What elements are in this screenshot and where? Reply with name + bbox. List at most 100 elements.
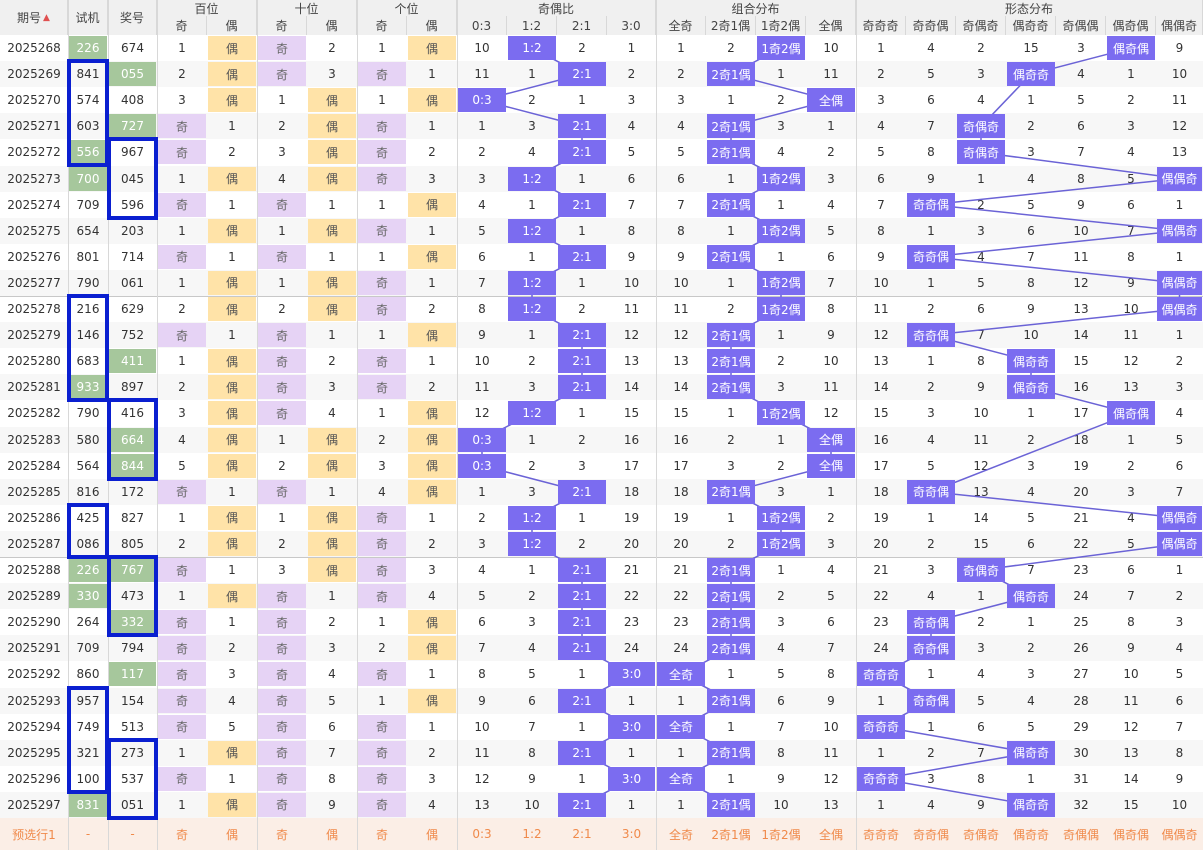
table-cell: 1 xyxy=(578,93,586,108)
table-cell: 1 xyxy=(578,510,586,525)
table-cell: 4 xyxy=(777,145,785,160)
column-separator xyxy=(856,0,857,850)
table-cell: 偶 xyxy=(408,427,456,452)
predict-cell: 3:0 xyxy=(607,818,656,850)
table-cell: 偶 xyxy=(408,192,456,217)
table-cell: 2 xyxy=(178,302,186,317)
table-cell: 2025284 xyxy=(7,458,61,473)
table-cell: 1 xyxy=(228,615,236,630)
table-cell: 1 xyxy=(777,563,785,578)
table-cell: 100 xyxy=(76,771,100,786)
table-cell: 1 xyxy=(528,249,536,264)
table-cell: 7 xyxy=(927,119,935,134)
table-cell: 2 xyxy=(528,354,536,369)
table-cell: 8 xyxy=(1127,249,1135,264)
table-cell: 767 xyxy=(109,558,156,583)
table-cell: 2 xyxy=(1027,432,1035,447)
table-cell: 844 xyxy=(109,453,156,478)
table-cell: 11 xyxy=(873,302,889,317)
table-cell: 1 xyxy=(827,484,835,499)
table-cell: 2奇1偶 xyxy=(707,114,755,139)
table-cell: 1 xyxy=(528,67,536,82)
table-cell: 偶偶奇 xyxy=(1157,297,1202,322)
table-cell: 5 xyxy=(777,667,785,682)
table-cell: 2 xyxy=(178,67,186,82)
table-cell: 奇 xyxy=(358,62,406,87)
table-cell: 226 xyxy=(69,36,107,61)
table-cell: 4 xyxy=(528,145,536,160)
table-cell: 7 xyxy=(328,745,336,760)
table-cell: 1 xyxy=(178,510,186,525)
table-cell: 偶 xyxy=(208,401,256,426)
table-cell: 22 xyxy=(673,589,689,604)
table-cell: 146 xyxy=(76,328,100,343)
table-cell: 5 xyxy=(478,223,486,238)
table-cell: 8 xyxy=(478,667,486,682)
table-cell: 2025295 xyxy=(7,745,61,760)
header-sub: 偶 xyxy=(207,16,257,35)
table-cell: 9 xyxy=(777,771,785,786)
table-cell: 1:2 xyxy=(508,166,556,191)
header-sub: 0:3 xyxy=(457,16,507,35)
table-cell: 4 xyxy=(877,119,885,134)
table-cell: 6 xyxy=(777,693,785,708)
table-cell: 752 xyxy=(121,328,144,343)
table-cell: 7 xyxy=(977,328,985,343)
table-cell: 425 xyxy=(76,510,100,525)
table-cell: 1 xyxy=(877,41,885,56)
table-cell: 1 xyxy=(178,171,186,186)
table-cell: 奇 xyxy=(358,740,406,765)
table-cell: 8 xyxy=(977,771,985,786)
table-cell: 1:2 xyxy=(508,531,556,556)
predict-cell: 偶奇偶 xyxy=(1106,818,1156,850)
table-cell: 偶 xyxy=(208,166,256,191)
table-cell: 841 xyxy=(76,67,100,82)
table-cell: 2 xyxy=(328,41,336,56)
table-cell: 1 xyxy=(428,119,436,134)
table-cell: 7 xyxy=(1175,719,1184,734)
table-cell: 奇 xyxy=(258,244,306,269)
table-cell: 0:3 xyxy=(458,453,506,478)
table-cell: 2 xyxy=(777,93,785,108)
table-cell: 1 xyxy=(428,510,436,525)
table-cell: 2奇1偶 xyxy=(707,192,755,217)
table-cell: 2:1 xyxy=(558,62,606,87)
table-cell: 7 xyxy=(827,641,835,656)
table-cell: 1 xyxy=(328,328,336,343)
table-cell: 全偶 xyxy=(807,88,855,113)
table-cell: 偶 xyxy=(408,88,456,113)
table-cell: 11 xyxy=(823,745,839,760)
table-cell: 2025297 xyxy=(7,797,61,812)
table-cell: 1 xyxy=(578,771,586,786)
table-cell: 1 xyxy=(1175,328,1184,343)
table-cell: 5 xyxy=(927,458,935,473)
predict-cell: 奇 xyxy=(157,818,207,850)
table-cell: 2:1 xyxy=(558,584,606,609)
table-cell: 全奇 xyxy=(657,662,705,687)
table-cell: 2025275 xyxy=(7,223,61,238)
table-cell: 3:0 xyxy=(608,714,655,739)
table-cell: 奇 xyxy=(258,610,306,635)
predict-cell: 奇奇偶 xyxy=(906,818,956,850)
table-cell: 3 xyxy=(178,406,186,421)
table-cell: 629 xyxy=(121,302,144,317)
table-cell: 6 xyxy=(877,171,885,186)
table-cell: 6 xyxy=(927,93,935,108)
table-cell: 21 xyxy=(1073,510,1089,525)
table-cell: 偶 xyxy=(408,401,456,426)
table-cell: 513 xyxy=(121,719,144,734)
table-cell: 2 xyxy=(428,380,436,395)
table-cell: 4 xyxy=(977,667,985,682)
table-cell: 2奇1偶 xyxy=(707,349,755,374)
table-cell: 411 xyxy=(109,349,156,374)
predict-cell: - xyxy=(68,818,108,850)
header-qihao: 期号 ▲ xyxy=(0,0,68,35)
table-cell: 1 xyxy=(1127,67,1135,82)
header-sub: 偶 xyxy=(407,16,457,35)
table-cell: 2奇1偶 xyxy=(707,140,755,165)
table-cell: 5 xyxy=(927,67,935,82)
table-cell: 654 xyxy=(76,223,100,238)
table-cell: 1 xyxy=(378,615,386,630)
table-cell: 8 xyxy=(1027,275,1035,290)
table-cell: 13 xyxy=(1123,380,1139,395)
